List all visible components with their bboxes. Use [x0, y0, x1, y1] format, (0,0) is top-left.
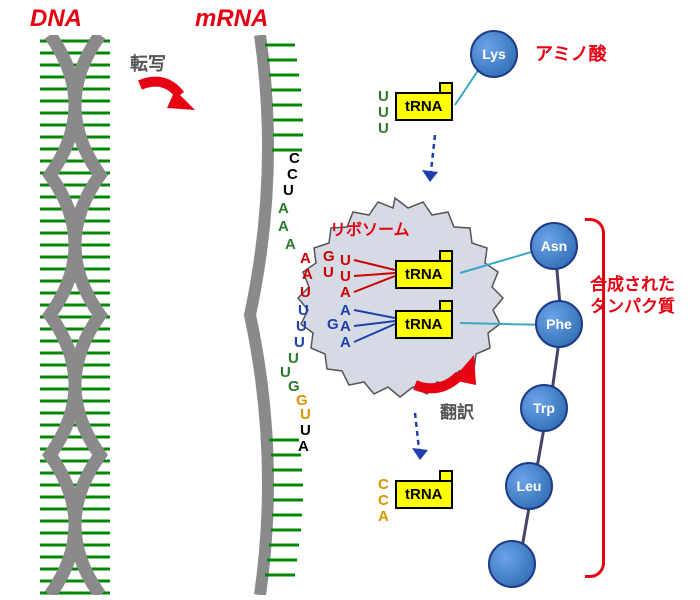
amino-acid: Asn — [530, 222, 578, 270]
amino-acid: Phe — [535, 300, 583, 348]
translation-arrow — [400, 345, 500, 405]
protein-bracket — [585, 218, 605, 578]
amino-acid — [488, 540, 536, 588]
amino-acid: Lys — [470, 30, 518, 78]
amino-acid: Leu — [505, 462, 553, 510]
amino-acid: Trp — [520, 384, 568, 432]
dashed-arrow-out — [395, 408, 445, 478]
dashed-arrow-in — [410, 130, 460, 200]
